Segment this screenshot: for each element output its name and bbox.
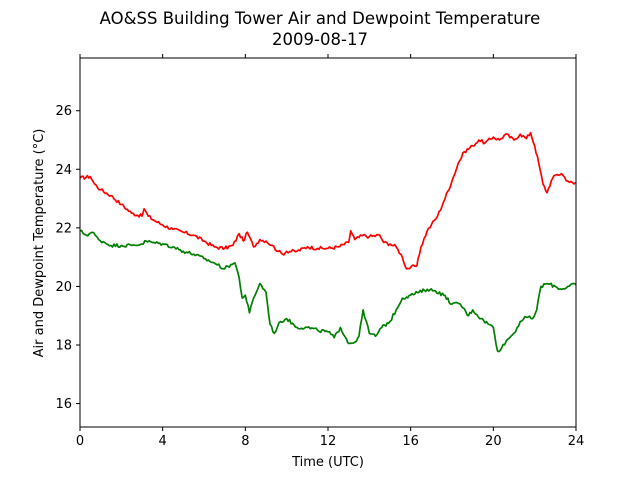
- y-tick-label: 24: [55, 163, 72, 178]
- y-tick-label: 20: [55, 280, 72, 295]
- y-axis-label: Air and Dewpoint Temperature (°C): [32, 129, 47, 358]
- x-tick-label: 20: [485, 434, 502, 449]
- x-tick-label: 8: [241, 434, 249, 449]
- x-tick-label: 0: [76, 434, 84, 449]
- y-tick-label: 18: [55, 339, 72, 354]
- x-axis-label: Time (UTC): [291, 455, 364, 470]
- series-line-dewpoint: [79, 229, 577, 353]
- x-tick-label: 12: [320, 434, 337, 449]
- y-tick-label: 22: [55, 221, 72, 236]
- plot-area: [79, 131, 577, 353]
- x-tick-label: 24: [568, 434, 585, 449]
- chart-subtitle: 2009-08-17: [272, 30, 368, 49]
- y-tick-label: 26: [55, 104, 72, 119]
- axis-ticks: 0 4 8 12 16 20 24 16 18 20 22 24 26: [55, 54, 584, 449]
- x-tick-label: 16: [402, 434, 419, 449]
- y-tick-label: 16: [55, 397, 72, 412]
- series-line-air-temperature: [79, 131, 577, 270]
- chart-title: AO&SS Building Tower Air and Dewpoint Te…: [100, 9, 541, 28]
- x-tick-label: 4: [159, 434, 167, 449]
